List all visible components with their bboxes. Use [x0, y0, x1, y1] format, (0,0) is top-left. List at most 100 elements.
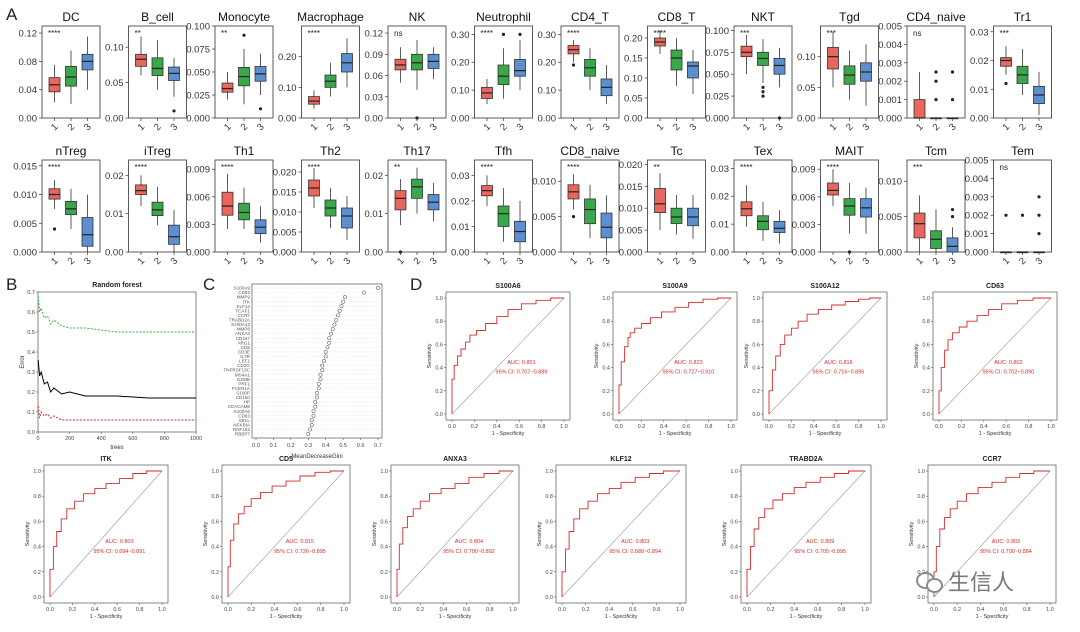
importance-point	[327, 340, 332, 345]
box	[584, 198, 596, 225]
watermark-text: 生信人	[948, 570, 1015, 595]
x-tick-label: 2	[585, 122, 597, 134]
y-tick-label: 0.20	[278, 52, 297, 63]
y-tick-label: 0.4	[917, 545, 925, 551]
boxplot-macrophage: Macrophage 0.00 0.10 0.20 **** 1 2 3	[278, 10, 364, 133]
y-tick-label: 0.4	[33, 545, 41, 551]
x-tick-label: 3	[342, 122, 354, 134]
series-line-class_green	[37, 295, 196, 333]
roc-curve	[618, 297, 731, 414]
y-tick-label: 0.01	[105, 209, 124, 220]
significance-label: ****	[48, 163, 60, 172]
boxplot-title: Tex	[754, 144, 773, 158]
roc-curve	[49, 470, 162, 597]
boxplot-b_cell: B_cell 0.00 0.05 0.10 ** 1 2 3	[105, 10, 187, 133]
gene-label: CD247	[236, 336, 251, 341]
x-tick-label: 0.1	[270, 443, 278, 449]
y-tick-label: 0.00	[451, 248, 470, 259]
x-tick-label: 0.2	[788, 424, 796, 430]
importance-point	[323, 349, 328, 354]
y-tick-label: 0.0	[33, 595, 41, 601]
roc-curve	[451, 297, 564, 414]
box	[394, 190, 407, 211]
y-tick-label: 0.00	[970, 114, 989, 125]
y-tick-label: 0.4	[27, 350, 35, 356]
x-tick-label: 2	[1017, 256, 1029, 268]
outlier-point	[1037, 213, 1041, 217]
x-tick-label: 0.4	[660, 424, 668, 430]
box	[773, 58, 786, 75]
diagonal-reference	[768, 297, 882, 415]
x-tick-label: 3	[428, 122, 440, 134]
y-tick-label: 1.0	[730, 469, 738, 475]
boxplot-title: Macrophage	[297, 10, 364, 24]
box	[151, 57, 164, 76]
y-tick-label: 0.6	[380, 519, 388, 525]
significance-label: ****	[308, 29, 320, 38]
plot-frame	[740, 464, 872, 604]
x-axis-label: 1 - Specificity	[439, 614, 472, 620]
y-tick-label: 0.0	[380, 595, 388, 601]
diagonal-reference	[561, 470, 681, 598]
importance-point	[376, 286, 380, 290]
importance-point	[322, 359, 326, 363]
box	[308, 96, 320, 105]
gene-label: MMP8	[237, 327, 251, 332]
x-tick-label: 3	[947, 122, 959, 134]
x-tick-label: 3	[1034, 122, 1046, 134]
outlier-point	[934, 79, 938, 83]
roc-cd5: CD5 0.0 0.0 0.2 0.2 0.4 0.4 0.6 0.6 0.8 0.8 1.0 1.0 1…	[203, 456, 351, 620]
roc-curve	[561, 470, 680, 597]
x-tick-label: 3	[861, 256, 873, 268]
gene-label: FCER1A	[232, 386, 251, 391]
diagonal-reference	[49, 470, 163, 598]
series-line-class_red	[37, 405, 196, 421]
ci-label: 95% CI: 0.702~0.890	[983, 369, 1035, 375]
x-tick-label: 1	[482, 256, 494, 268]
significance-label: ****	[308, 163, 320, 172]
x-tick-label: 3	[601, 256, 613, 268]
x-tick-label: 0.2	[582, 607, 590, 613]
gene-label: SELL	[239, 418, 251, 423]
y-axis-label: Sensitivity	[25, 521, 31, 546]
y-tick-label: 0.02	[365, 171, 384, 182]
x-tick-label: 0.0	[930, 607, 938, 613]
x-tick-label: 1	[222, 256, 234, 268]
y-tick-label: 0.2	[33, 570, 41, 576]
diagonal-reference	[933, 470, 1051, 598]
box	[670, 207, 683, 224]
y-tick-label: 0.005	[878, 22, 902, 33]
x-tick-label: 3	[947, 256, 959, 268]
box	[757, 215, 769, 231]
x-tick-label: 0.2	[958, 424, 966, 430]
plot-frame	[993, 159, 1052, 253]
x-tick-label: 1	[395, 122, 407, 134]
importance-point	[334, 317, 339, 322]
x-tick-label: 0.4	[440, 607, 448, 613]
gene-label: CD160	[236, 395, 251, 400]
y-tick-label: 0.025	[186, 91, 210, 102]
roc-cd63: CD63 0.0 0.0 0.2 0.2 0.4 0.4 0.6 0.6 0.8 0.8 1.0 1.0…	[914, 283, 1058, 437]
y-tick-label: 0.0	[730, 595, 738, 601]
boxplot-monocyte: Monocyte 0.000 0.025 0.050 0.075 0.100 ** 1 2 3	[186, 10, 274, 133]
importance-point	[328, 331, 333, 336]
y-tick-label: 0.30	[538, 30, 557, 41]
y-tick-label: 0.00	[711, 248, 730, 259]
x-tick-label: 0.6	[113, 607, 121, 613]
x-tick-label: 3	[515, 122, 527, 134]
x-tick-label: 0.6	[463, 607, 471, 613]
x-tick-label: 800	[160, 436, 169, 442]
gene-label: PRF1	[238, 381, 250, 386]
gene-label: S100A12	[231, 322, 250, 327]
y-tick-label: 0.002	[878, 77, 902, 88]
x-tick-label: 3	[688, 256, 700, 268]
boxplot-tr1: Tr1 0.00 0.01 0.02 0.03 *** 1 2 3	[970, 10, 1052, 133]
gene-label: RNF182	[233, 427, 251, 432]
y-tick-label: 0.08	[19, 57, 38, 68]
y-tick-label: 0.2	[435, 389, 443, 395]
gene-label: ITK	[243, 299, 251, 304]
boxplot-cd4_t: CD4_T 0.00 0.10 0.20 0.30 **** 1 2 3	[538, 10, 620, 133]
box	[654, 188, 666, 213]
importance-plot: S100A9CD83MMP9ITKKLF12TCAF1CCR7TRABD2AS1…	[223, 283, 383, 460]
x-tick-label: 2	[1017, 122, 1029, 134]
